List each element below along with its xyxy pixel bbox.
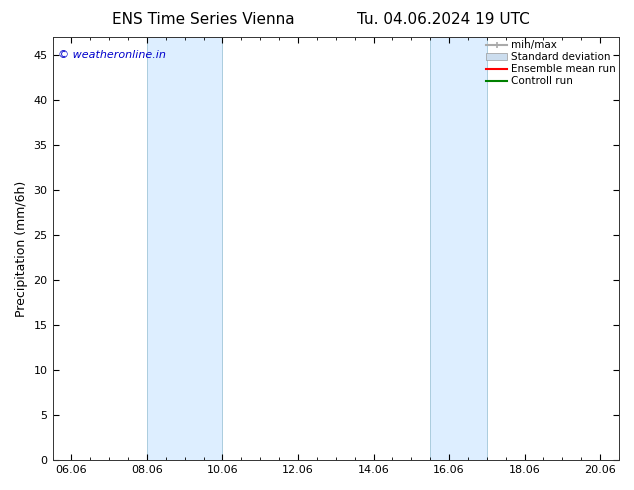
Text: ENS Time Series Vienna: ENS Time Series Vienna: [112, 12, 294, 27]
Text: © weatheronline.in: © weatheronline.in: [58, 50, 166, 60]
Bar: [147, 37, 223, 460]
Text: Tu. 04.06.2024 19 UTC: Tu. 04.06.2024 19 UTC: [358, 12, 530, 27]
Bar: [430, 37, 487, 460]
Legend: min/max, Standard deviation, Ensemble mean run, Controll run: min/max, Standard deviation, Ensemble me…: [486, 40, 616, 86]
Y-axis label: Precipitation (mm/6h): Precipitation (mm/6h): [15, 180, 28, 317]
